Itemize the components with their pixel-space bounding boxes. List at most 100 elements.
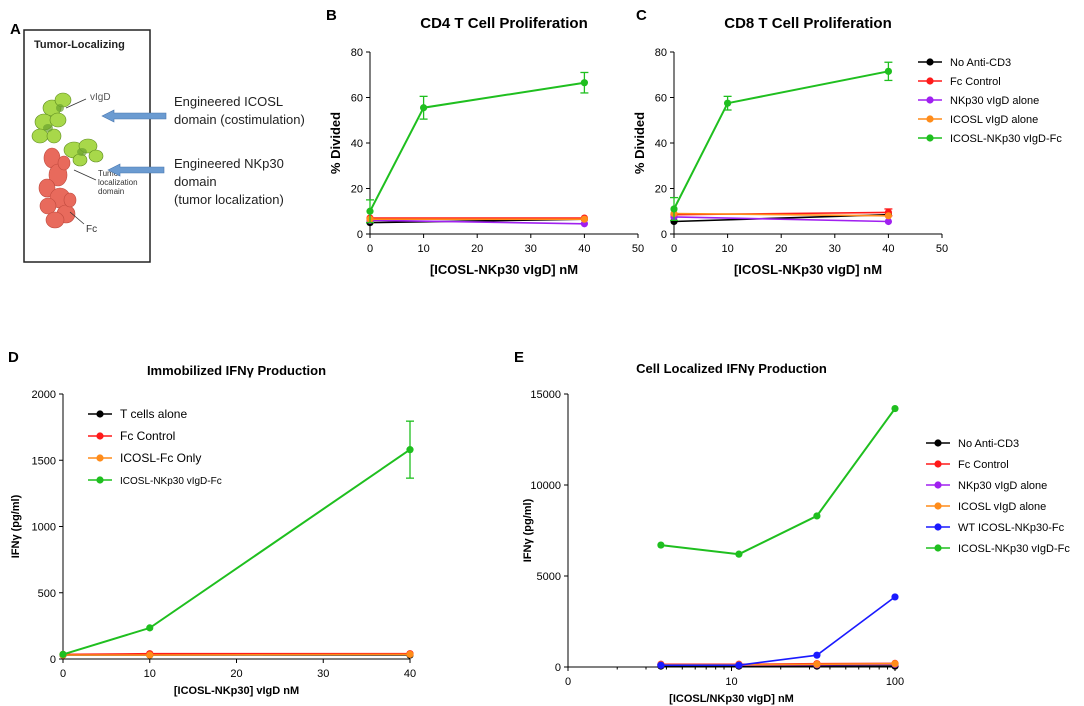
chart-panel-c: C CD8 T Cell Proliferation 0 20 40 60 80 0 10 20 3…: [632, 7, 1062, 277]
legend-label: ICOSL vIgD alone: [958, 501, 1046, 513]
data-point: [813, 512, 821, 520]
y-tick-label: 0: [357, 229, 363, 241]
x-tick-label: 10: [721, 243, 733, 255]
legend-swatch-marker: [934, 481, 942, 489]
chart-title: Cell Localized IFNγ Production: [636, 361, 827, 376]
x-tick-label: 40: [578, 243, 590, 255]
data-point: [891, 404, 899, 413]
x-tick-label: 10: [144, 668, 156, 680]
data-point: [735, 550, 743, 558]
data-point: [59, 650, 67, 658]
x-axis-label: [ICOSL-NKp30 vIgD] nM: [430, 262, 578, 277]
tumor-loc-label-3: domain: [98, 187, 124, 196]
tumor-loc-label-2: localization: [98, 178, 138, 187]
vigd-label: vIgD: [90, 92, 111, 103]
legend-swatch-marker: [926, 96, 934, 104]
legend-label: ICOSL-NKp30 vIgD-Fc: [950, 133, 1062, 145]
y-tick-label: 60: [351, 93, 363, 105]
data-point: [146, 651, 154, 659]
x-tick-label: 20: [775, 243, 787, 255]
x-tick-label: 0: [60, 668, 66, 680]
legend-swatch-marker: [934, 460, 942, 468]
x-tick-label: 100: [886, 676, 904, 688]
arrow-left-icon: [101, 109, 167, 123]
x-tick-label: 50: [632, 243, 644, 255]
x-tick-label: 40: [882, 243, 894, 255]
legend-swatch-marker: [926, 115, 934, 123]
data-point: [406, 650, 414, 658]
legend: No Anti-CD3 Fc Control NKp30 vIgD alone ICO…: [918, 57, 1062, 145]
legend-swatch-marker: [926, 134, 934, 142]
y-tick-label: 80: [655, 47, 667, 59]
x-axis-label: [ICOSL/NKp30 vIgD] nM: [669, 693, 794, 705]
legend-swatch-marker: [934, 544, 942, 552]
x-tick-label: 10: [417, 243, 429, 255]
nkp30-annotation-line1: Engineered NKp30: [174, 156, 284, 171]
y-axis-label: % Divided: [328, 112, 343, 174]
panel-a-letter: A: [10, 21, 21, 38]
legend-label: ICOSL-Fc Only: [120, 451, 201, 465]
data-point: [884, 217, 893, 226]
x-tick-label: 0: [367, 243, 373, 255]
y-axis-label: IFNγ (pg/ml): [522, 498, 534, 562]
series-icosl-nkp30-vigd-fc: [657, 404, 899, 558]
y-tick-label: 0: [555, 662, 561, 674]
y-tick-label: 20: [351, 184, 363, 196]
legend-label: Fc Control: [958, 459, 1009, 471]
series-wt-icosl-nkp30-fc: [657, 593, 899, 669]
arrow-left-icon: [107, 163, 165, 177]
series-line: [673, 70, 889, 210]
legend-swatch-marker: [934, 439, 942, 447]
y-axis-label: % Divided: [632, 112, 647, 174]
chart-panel-d: D Immobilized IFNγ Production 0 500 1000 1500…: [8, 349, 416, 697]
chart-title: Immobilized IFNγ Production: [147, 363, 326, 378]
x-axis-label: [ICOSL-NKp30 vIgD] nM: [734, 262, 882, 277]
data-point: [884, 212, 893, 220]
series-line: [63, 653, 411, 656]
data-point: [670, 205, 678, 213]
y-tick-label: 0: [661, 229, 667, 241]
series-line: [62, 448, 411, 656]
y-tick-label: 500: [38, 588, 56, 600]
x-tick-label: 40: [404, 668, 416, 680]
data-point: [657, 541, 665, 549]
data-point: [366, 207, 374, 215]
legend-label: T cells alone: [120, 407, 187, 421]
x-tick-label: 10: [725, 676, 737, 688]
y-tick-label: 20: [655, 184, 667, 196]
x-tick-label: 20: [471, 243, 483, 255]
y-tick-label: 1000: [32, 522, 56, 534]
legend-label: No Anti-CD3: [950, 57, 1011, 69]
legend-label: NKp30 vIgD alone: [958, 480, 1047, 492]
data-point: [580, 79, 589, 87]
panel-letter: D: [8, 349, 19, 366]
legend-swatch-marker: [926, 58, 934, 66]
nkp30-annotation-line3: (tumor localization): [174, 192, 284, 207]
series-line: [660, 408, 896, 556]
icosl-annotation-line2: domain (costimulation): [174, 112, 305, 127]
legend-label: Fc Control: [950, 76, 1001, 88]
x-tick-label: 30: [525, 243, 537, 255]
x-tick-label: 30: [317, 668, 329, 680]
series-line: [673, 216, 889, 223]
chart-panel-b: B CD4 T Cell Proliferation 0 20 40 60 80 0 10 20 3…: [326, 7, 644, 277]
data-point: [891, 660, 899, 668]
tumor-loc-label-1: Tumor: [98, 169, 121, 178]
series-icosl-nkp30-vigd-fc: [59, 420, 414, 658]
data-point: [657, 661, 665, 669]
legend-swatch-marker: [926, 77, 934, 85]
legend-label: ICOSL vIgD alone: [950, 114, 1038, 126]
x-tick-label: 0: [565, 676, 571, 688]
legend-swatch-marker: [96, 454, 104, 462]
y-tick-label: 10000: [530, 480, 561, 492]
data-point: [813, 651, 821, 659]
legend-label: ICOSL-NKp30 vIgD-Fc: [120, 476, 222, 487]
legend-swatch-marker: [934, 523, 942, 531]
y-tick-label: 2000: [32, 389, 56, 401]
y-axis-label: IFNγ (pg/ml): [10, 494, 22, 558]
legend-swatch-marker: [96, 476, 104, 484]
data-point: [420, 104, 428, 112]
series-icosl-nkp30-vigd-fc: [366, 71, 589, 224]
